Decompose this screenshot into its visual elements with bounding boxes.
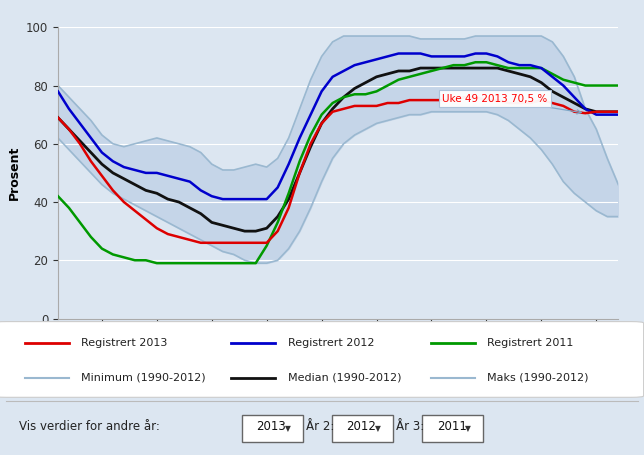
Text: Registrert 2013: Registrert 2013: [81, 339, 168, 349]
Text: Maks (1990-2012): Maks (1990-2012): [488, 373, 589, 383]
Text: 2012: 2012: [346, 420, 376, 433]
Text: Uke 49 2013 70,5 %: Uke 49 2013 70,5 %: [442, 94, 581, 114]
Text: År 2:: År 2:: [306, 420, 334, 433]
X-axis label: Uker: Uker: [322, 347, 354, 360]
Text: Vis verdier for andre år:: Vis verdier for andre år:: [19, 420, 160, 433]
Text: Median (1990-2012): Median (1990-2012): [287, 373, 401, 383]
Text: ▼: ▼: [285, 425, 290, 433]
Text: ▼: ▼: [375, 425, 381, 433]
Text: Registrert 2011: Registrert 2011: [488, 339, 574, 349]
Text: ▼: ▼: [465, 425, 471, 433]
FancyBboxPatch shape: [242, 415, 303, 442]
FancyBboxPatch shape: [422, 415, 483, 442]
FancyBboxPatch shape: [332, 415, 393, 442]
Text: 2011: 2011: [437, 420, 466, 433]
FancyBboxPatch shape: [0, 322, 643, 397]
Text: Minimum (1990-2012): Minimum (1990-2012): [81, 373, 206, 383]
Text: Registrert 2012: Registrert 2012: [287, 339, 374, 349]
Text: 2013: 2013: [256, 420, 286, 433]
Y-axis label: Prosent: Prosent: [8, 146, 21, 200]
Text: År 3:: År 3:: [396, 420, 424, 433]
